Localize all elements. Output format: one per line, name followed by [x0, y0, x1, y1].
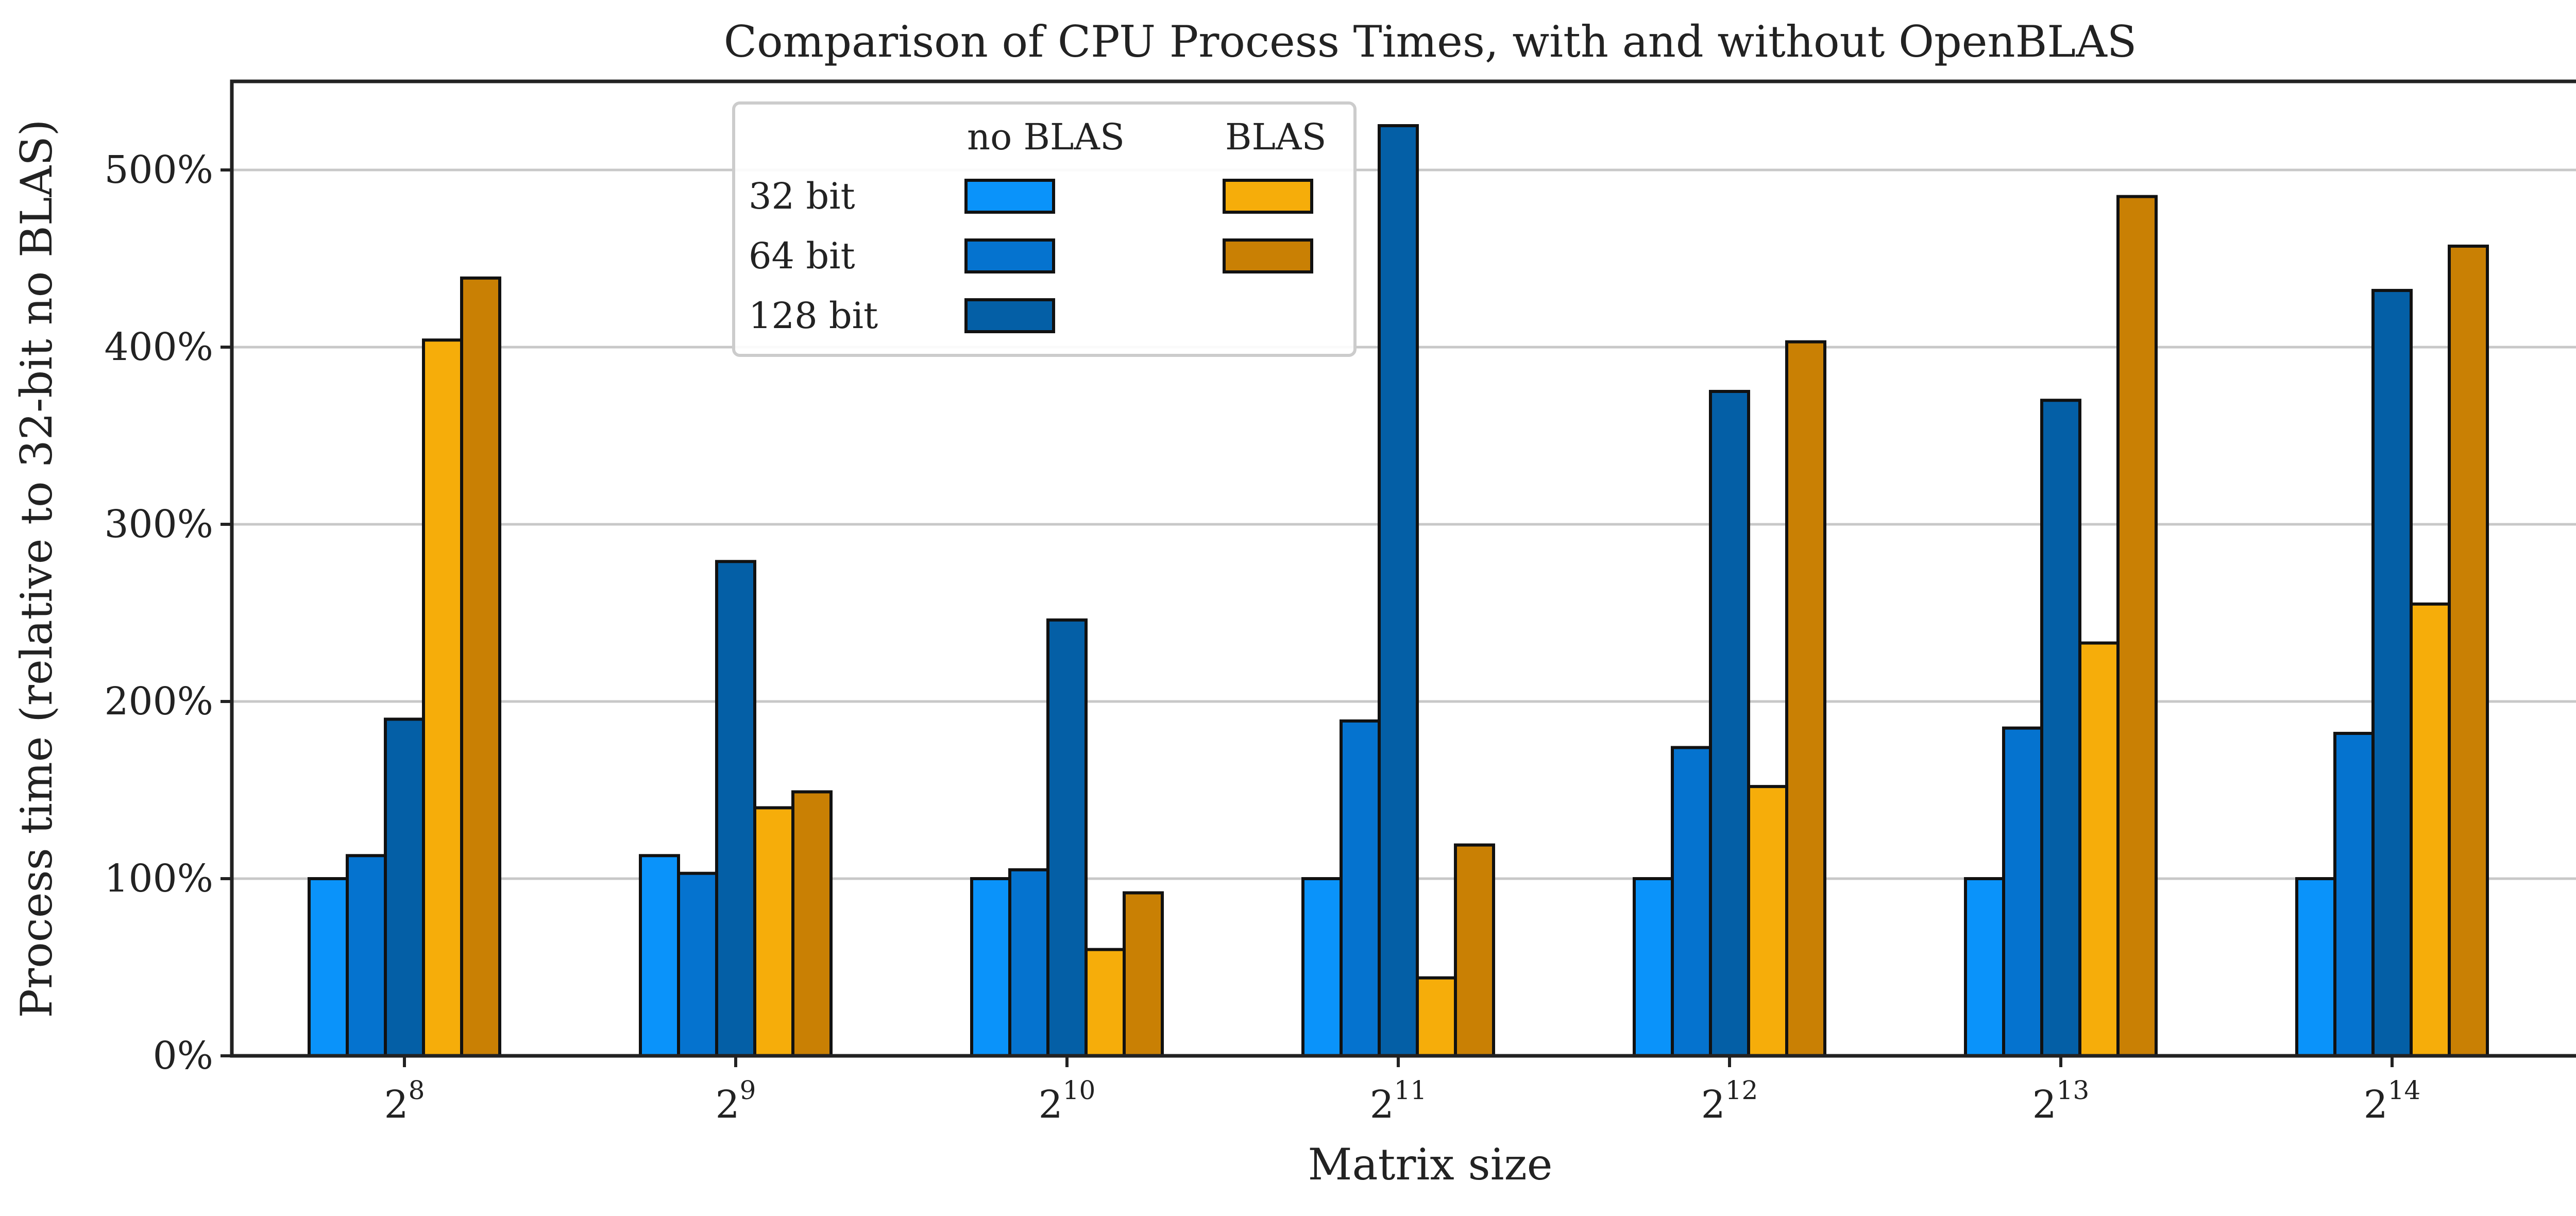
bar: [1340, 719, 1381, 1057]
x-tick-label: 210: [1039, 1075, 1096, 1127]
y-axis-ticks: 0% 100% 200% 300% 400% 500%: [104, 148, 232, 1078]
legend-swatch: [964, 298, 1055, 333]
legend-column-header: BLAS: [1225, 116, 1326, 158]
bar: [970, 877, 1011, 1057]
bar: [1454, 843, 1495, 1057]
bar: [2002, 726, 2043, 1057]
x-axis-label: Matrix size: [1308, 1139, 1553, 1190]
bar: [1747, 785, 1788, 1057]
legend-row-label: 64 bit: [749, 235, 855, 277]
bar: [791, 790, 833, 1057]
bar: [346, 854, 387, 1058]
bar: [2333, 731, 2375, 1058]
legend-swatch: [1223, 179, 1313, 214]
x-tick-label: 29: [716, 1075, 756, 1127]
legend-swatch: [1223, 238, 1313, 273]
y-axis-label: Process time (relative to 32-bit no BLAS…: [11, 119, 62, 1018]
y-tick-label: 400%: [104, 325, 213, 369]
legend-swatch: [964, 238, 1055, 273]
y-tick-label: 0%: [153, 1034, 213, 1078]
chart-title: Comparison of CPU Process Times, with an…: [724, 16, 2137, 67]
bar: [460, 276, 501, 1058]
bar: [2078, 641, 2120, 1057]
bar: [677, 871, 718, 1058]
bar: [422, 338, 463, 1057]
bar: [2448, 244, 2489, 1057]
legend-frame: [732, 101, 1357, 357]
bar: [1301, 877, 1343, 1057]
legend-row-label: 128 bit: [749, 295, 878, 337]
legend-swatch: [964, 179, 1055, 214]
x-tick-label: 214: [2364, 1075, 2421, 1127]
legend: no BLAS BLAS 32 bit 64 bit 128 bit: [732, 101, 1357, 357]
bar: [384, 717, 425, 1057]
bar: [2116, 195, 2158, 1058]
bar: [753, 806, 794, 1058]
bar: [308, 877, 349, 1057]
bar: [715, 560, 756, 1057]
bar: [1123, 891, 1164, 1058]
y-tick-label: 500%: [104, 148, 213, 192]
y-tick-label: 300%: [104, 502, 213, 546]
x-tick-label: 28: [384, 1075, 425, 1127]
x-tick-label: 213: [2032, 1075, 2090, 1127]
bar: [1633, 877, 1674, 1057]
bar: [1671, 746, 1712, 1057]
bar: [1964, 877, 2005, 1057]
x-axis-ticks: 28 29 210 211 212 213 214: [384, 1056, 2421, 1127]
bar: [1046, 618, 1088, 1057]
bar: [2295, 877, 2336, 1057]
bar: [1709, 390, 1750, 1057]
bar: [1008, 868, 1049, 1058]
bar: [1084, 948, 1126, 1057]
bar: [1785, 340, 1826, 1057]
bar: [2410, 602, 2451, 1058]
bar: [2040, 399, 2081, 1058]
bar: [1416, 976, 1457, 1058]
plot-frame: [230, 79, 2576, 1058]
y-tick-label: 100%: [104, 857, 213, 901]
legend-column-header: no BLAS: [967, 116, 1125, 158]
x-tick-label: 211: [1370, 1075, 1427, 1127]
bar: [2371, 288, 2413, 1057]
bar: [639, 854, 680, 1058]
y-tick-label: 200%: [104, 679, 213, 724]
grid-lines: [232, 168, 2576, 880]
bar: [1378, 124, 1419, 1057]
legend-row-label: 32 bit: [749, 175, 855, 217]
x-tick-label: 212: [1701, 1075, 1758, 1127]
